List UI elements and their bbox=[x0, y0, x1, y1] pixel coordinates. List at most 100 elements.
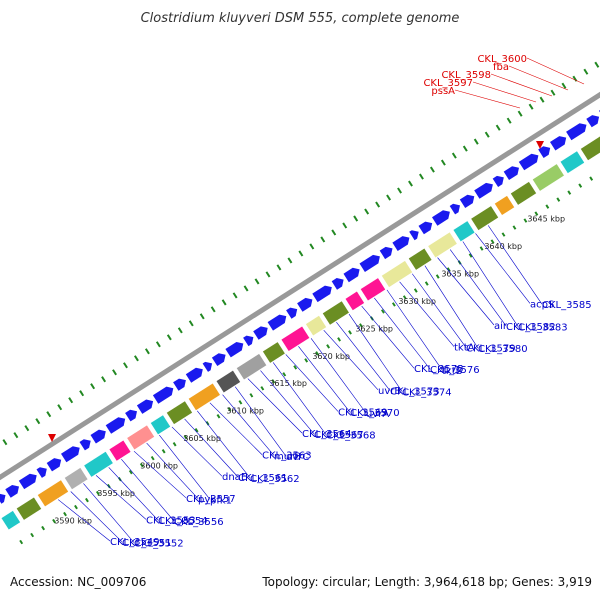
leader-line bbox=[508, 65, 569, 91]
gene-label: CKL_3582 bbox=[506, 322, 556, 333]
track-dot bbox=[172, 442, 177, 447]
track-dot bbox=[161, 448, 166, 454]
leader-line bbox=[260, 370, 315, 434]
scale-tick-label: 3620 kbp bbox=[312, 352, 350, 361]
track-dot bbox=[68, 397, 74, 404]
gene-label: uvrC bbox=[286, 452, 309, 463]
feature-block bbox=[381, 260, 413, 288]
gene-label: CKL_3564 bbox=[302, 429, 352, 440]
scale-tick-label: 3605 kbp bbox=[183, 434, 221, 443]
track-dot bbox=[63, 511, 67, 517]
feature-block bbox=[322, 300, 350, 326]
gene-arrow bbox=[492, 175, 504, 187]
track-dot bbox=[271, 379, 276, 384]
track-dot bbox=[216, 414, 221, 419]
gene-label: CKL_3570 bbox=[350, 408, 400, 419]
track-dot bbox=[35, 418, 41, 425]
gene-arrow bbox=[432, 210, 450, 226]
feature-block bbox=[427, 231, 458, 259]
track-dot bbox=[440, 159, 446, 166]
gene-label: CKL_3579 bbox=[466, 343, 516, 354]
track-dot bbox=[583, 68, 589, 75]
track-dot bbox=[276, 264, 282, 271]
track-dot bbox=[155, 341, 161, 348]
gene-arrow bbox=[449, 203, 460, 215]
gene-arrow bbox=[379, 246, 393, 260]
gene-label: murB bbox=[274, 451, 301, 462]
feature-block bbox=[15, 496, 42, 521]
feature-block bbox=[532, 163, 565, 192]
leader-line bbox=[310, 338, 367, 414]
leader-line bbox=[399, 281, 455, 347]
leader-line bbox=[475, 233, 531, 304]
track-dot bbox=[85, 497, 89, 503]
track-dot bbox=[205, 421, 210, 426]
gene-arrow bbox=[5, 485, 19, 498]
gene-label: tktB bbox=[442, 366, 463, 377]
leader-line bbox=[490, 73, 553, 97]
gene-arrow bbox=[225, 342, 244, 358]
track-dot bbox=[561, 82, 567, 89]
gene-label: air bbox=[494, 321, 508, 332]
gene-arrow bbox=[286, 307, 298, 319]
gene-label: CKL_3585 bbox=[542, 300, 592, 311]
feature-block bbox=[215, 369, 241, 394]
gene-arrow bbox=[90, 429, 106, 444]
gene-label: CKL_3562 bbox=[250, 474, 300, 485]
gene-arrow bbox=[0, 493, 6, 504]
track-dot bbox=[298, 250, 304, 257]
track-dot bbox=[473, 138, 479, 145]
feature-block bbox=[83, 451, 114, 478]
track-dot bbox=[101, 376, 107, 383]
gene-label: CKL_3598 bbox=[441, 70, 491, 81]
gene-label: CKL_3575 bbox=[414, 364, 464, 375]
track-dot bbox=[429, 166, 435, 173]
track-dot bbox=[249, 393, 254, 398]
gene-arrow bbox=[297, 297, 313, 312]
leader-line bbox=[348, 313, 403, 392]
feature-block bbox=[408, 247, 433, 271]
gene-arrow bbox=[459, 194, 475, 208]
track-dot bbox=[495, 124, 501, 131]
gene-label: fba bbox=[493, 62, 509, 73]
track-dot bbox=[446, 267, 451, 272]
gene-label: pssA bbox=[431, 86, 455, 97]
track-dot bbox=[74, 504, 78, 510]
track-dot bbox=[199, 313, 205, 320]
feature-block bbox=[510, 181, 537, 206]
gene-arrow-track bbox=[0, 110, 600, 504]
gene-arrow bbox=[36, 467, 47, 478]
track-dot bbox=[177, 327, 183, 334]
track-dot bbox=[380, 309, 385, 314]
leader-line bbox=[449, 249, 507, 326]
track-dot bbox=[413, 288, 418, 293]
feature-block bbox=[470, 205, 499, 231]
track-dot bbox=[523, 218, 528, 223]
leader-line bbox=[272, 362, 327, 435]
gene-label: CKL_3552 bbox=[134, 539, 184, 550]
track-dot bbox=[243, 285, 249, 292]
leader-line bbox=[462, 241, 519, 327]
scale-tick-label: 3645 kbp bbox=[527, 215, 565, 224]
track-dot bbox=[19, 539, 24, 545]
gene-arrow bbox=[586, 115, 600, 128]
scale-tick-label: 3590 kbp bbox=[54, 516, 92, 525]
feature-block bbox=[126, 424, 155, 451]
leader-line bbox=[412, 273, 467, 348]
leader-line bbox=[526, 57, 585, 85]
feature-block bbox=[0, 510, 21, 531]
gene-arrow bbox=[105, 417, 126, 434]
gene-label: uvrB bbox=[378, 386, 401, 397]
track-dot bbox=[424, 281, 429, 286]
leader-line bbox=[83, 483, 135, 543]
genome-summary-text: Topology: circular; Length: 3,964,618 bp… bbox=[261, 575, 592, 589]
leader-line bbox=[57, 499, 111, 542]
accession-text: Accession: NC_009706 bbox=[10, 575, 146, 589]
leader-line bbox=[454, 89, 521, 109]
feature-block bbox=[108, 439, 132, 462]
track-dot bbox=[326, 344, 331, 349]
marker-triangle bbox=[536, 141, 544, 149]
track-dot bbox=[468, 253, 473, 258]
